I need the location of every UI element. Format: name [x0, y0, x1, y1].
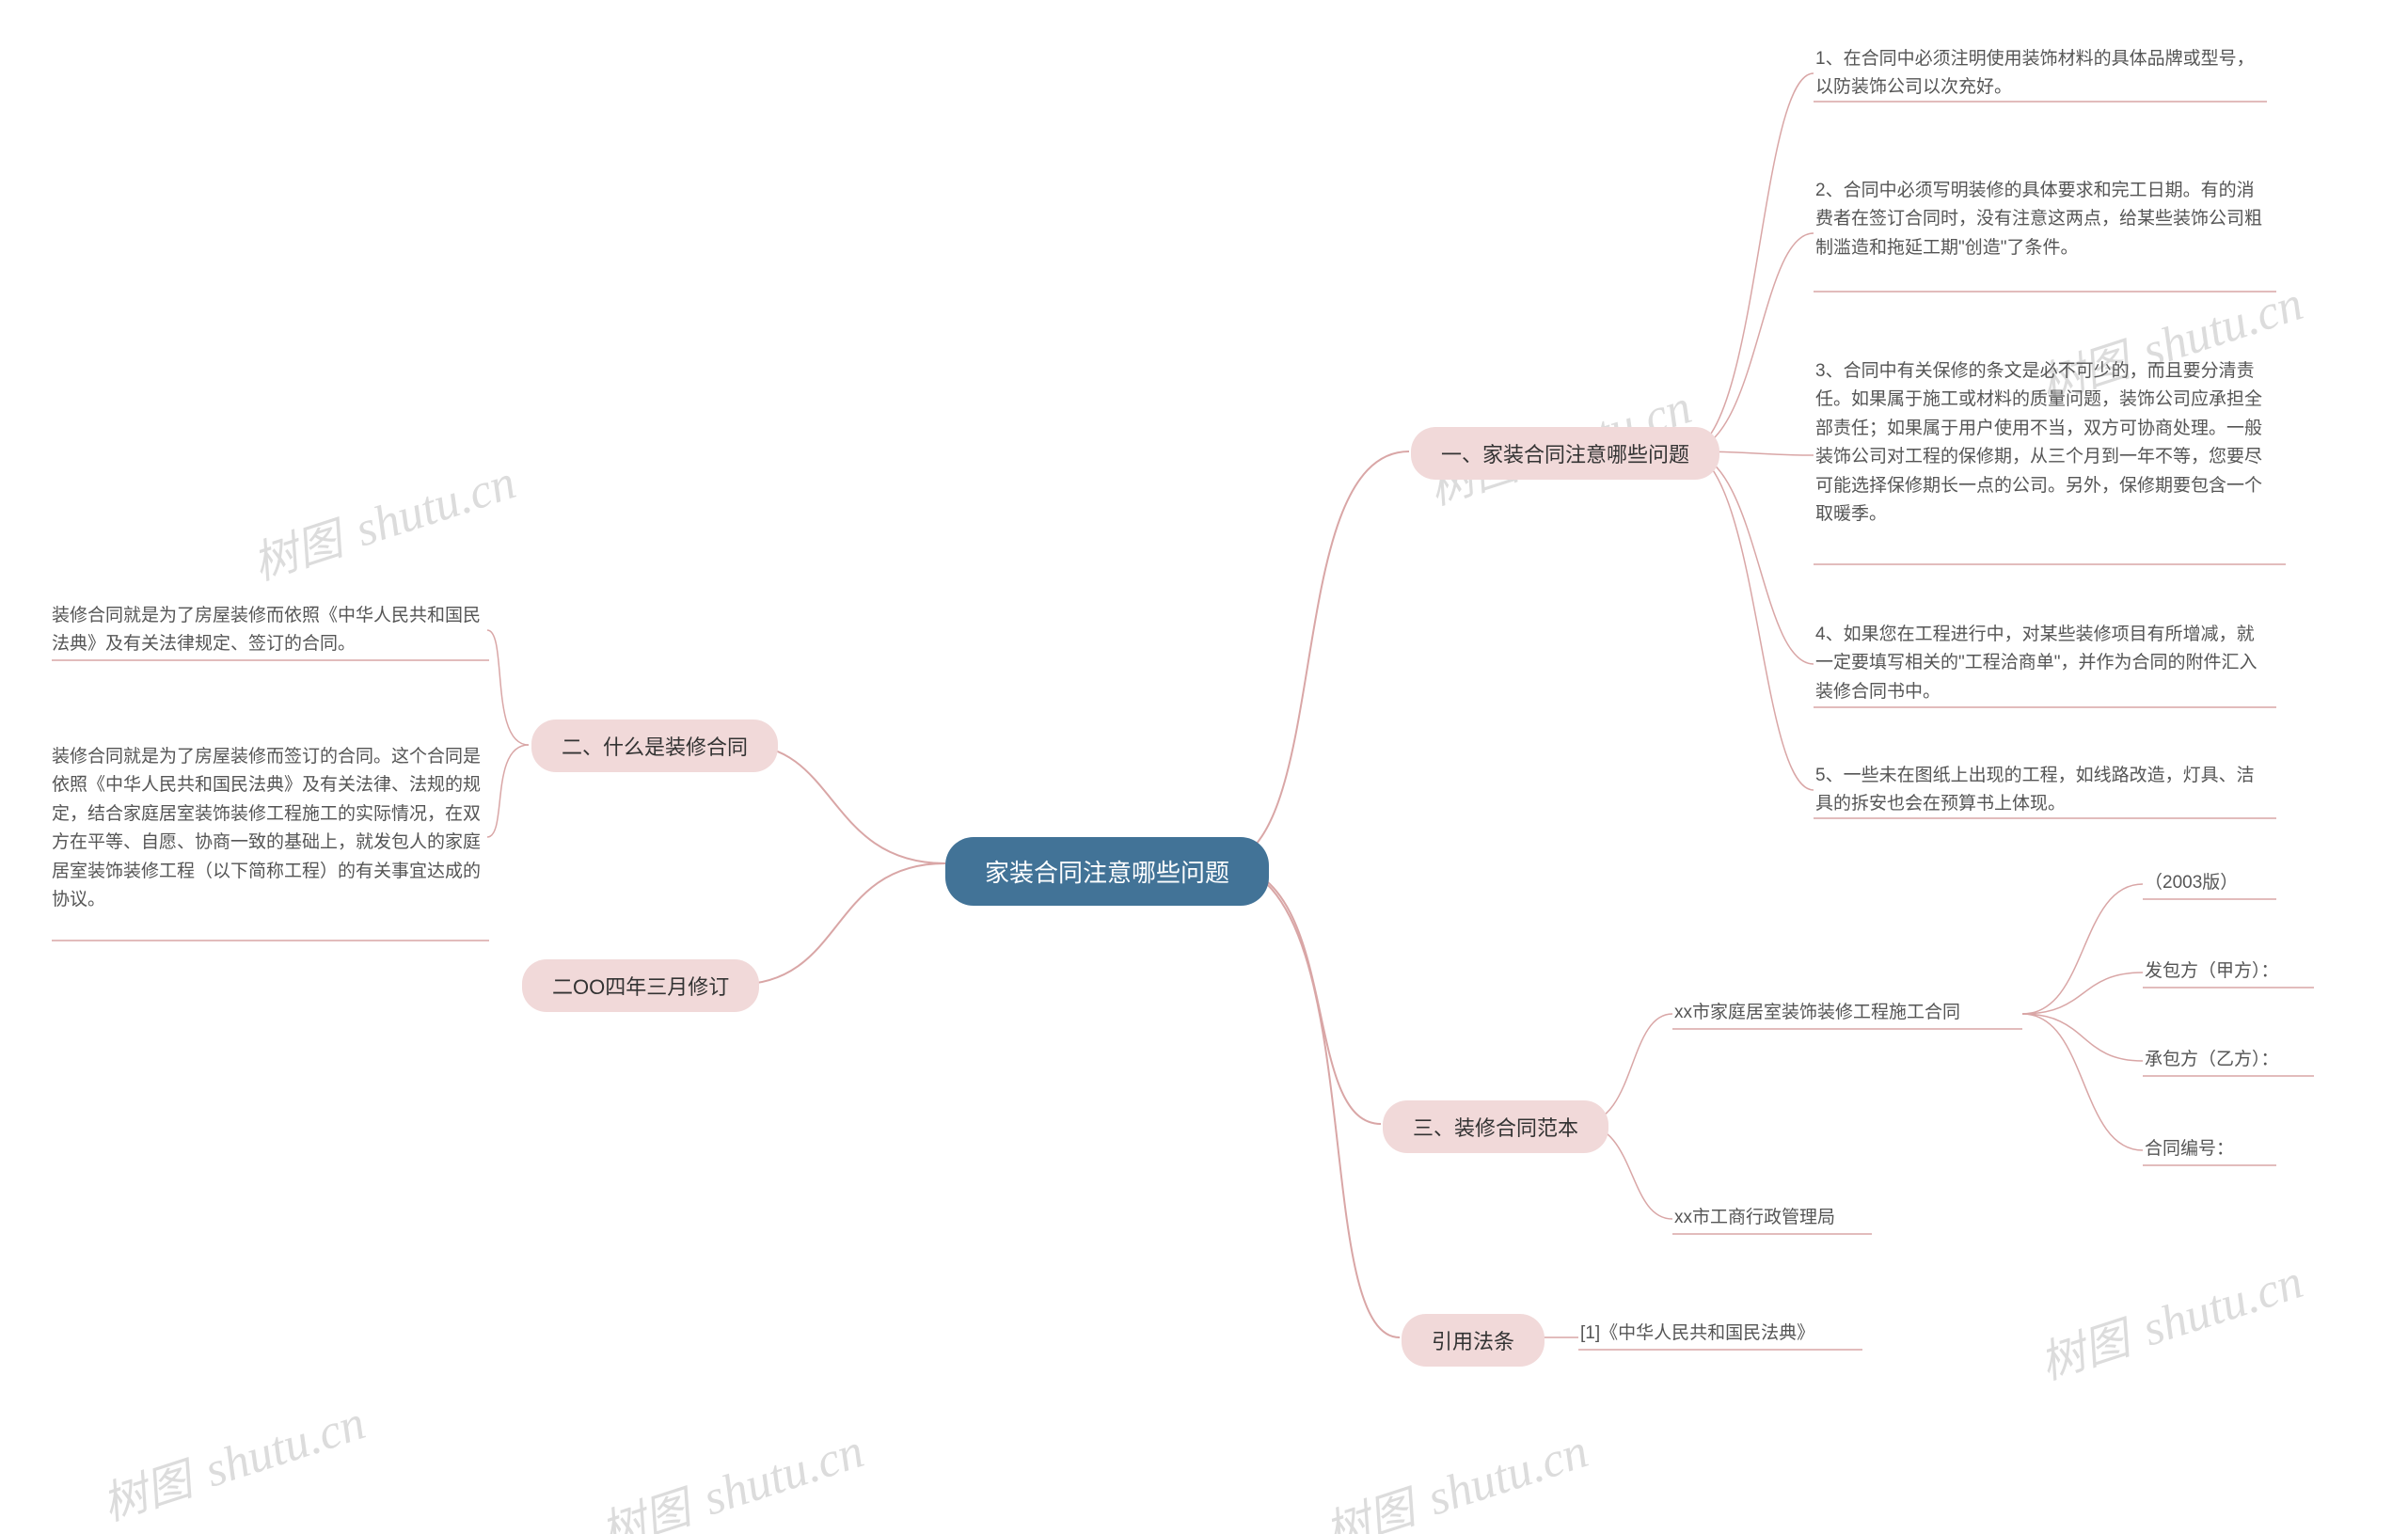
branch-what-is[interactable]: 二、什么是装修合同	[531, 720, 778, 772]
branch-template[interactable]: 三、装修合同范本	[1383, 1100, 1608, 1153]
leaf-b4-1b[interactable]: 发包方（甲方）：	[2145, 957, 2352, 986]
leaf-b4-1[interactable]: xx市家庭居室装饰装修工程施工合同	[1674, 999, 2022, 1027]
root-node[interactable]: 家装合同注意哪些问题	[945, 837, 1269, 906]
leaf-b5-1[interactable]: [1]《中华人民共和国民法典》	[1580, 1320, 1881, 1348]
leaf-b4-1d[interactable]: 合同编号：	[2145, 1135, 2333, 1163]
mindmap-canvas: 树图 shutu.cn 树图 shutu.cn 树图 shutu.cn 树图 shut…	[0, 0, 2408, 1534]
leaf-b4-1c[interactable]: 承包方（乙方）：	[2145, 1046, 2352, 1074]
leaf-b1-5[interactable]: 5、一些未在图纸上出现的工程，如线路改造，灯具、洁具的拆安也会在预算书上体现。	[1815, 762, 2267, 819]
branch-issues[interactable]: 一、家装合同注意哪些问题	[1411, 427, 1719, 480]
watermark: 树图 shutu.cn	[243, 446, 522, 593]
watermark: 树图 shutu.cn	[1315, 1415, 1594, 1534]
leaf-b4-1a[interactable]: （2003版）	[2145, 869, 2333, 897]
branch-citation[interactable]: 引用法条	[1402, 1314, 1545, 1367]
branch-revision-date[interactable]: 二OO四年三月修订	[522, 959, 759, 1012]
leaf-b2-1[interactable]: 装修合同就是为了房屋装修而依照《中华人民共和国民法典》及有关法律规定、签订的合同…	[52, 602, 489, 659]
watermark: 树图 shutu.cn	[591, 1415, 870, 1534]
leaf-b2-2[interactable]: 装修合同就是为了房屋装修而签订的合同。这个合同是依照《中华人民共和国民法典》及有…	[52, 743, 489, 914]
leaf-b4-2[interactable]: xx市工商行政管理局	[1674, 1204, 1956, 1232]
leaf-b1-1[interactable]: 1、在合同中必须注明使用装饰材料的具体品牌或型号，以防装饰公司以次充好。	[1815, 45, 2258, 103]
watermark: 树图 shutu.cn	[92, 1386, 372, 1533]
leaf-b1-3[interactable]: 3、合同中有关保修的条文是必不可少的，而且要分清责任。如果属于施工或材料的质量问…	[1815, 357, 2276, 529]
leaf-b1-4[interactable]: 4、如果您在工程进行中，对某些装修项目有所增减，就一定要填写相关的"工程洽商单"…	[1815, 621, 2267, 706]
watermark: 树图 shutu.cn	[2030, 1245, 2309, 1392]
leaf-b1-2[interactable]: 2、合同中必须写明装修的具体要求和完工日期。有的消费者在签订合同时，没有注意这两…	[1815, 177, 2267, 262]
